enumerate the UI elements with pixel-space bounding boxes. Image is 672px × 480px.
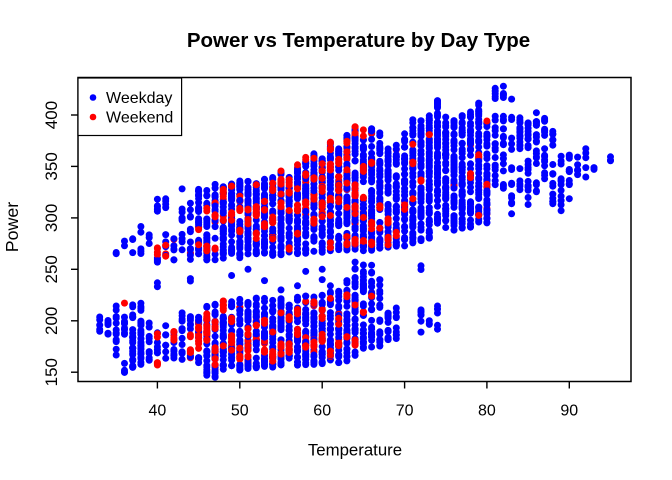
svg-text:200: 200 [42, 307, 61, 335]
svg-text:Weekend: Weekend [106, 110, 173, 127]
svg-text:90: 90 [560, 403, 578, 420]
svg-text:Power vs Temperature by Day Ty: Power vs Temperature by Day Type [187, 29, 530, 52]
svg-text:400: 400 [42, 101, 61, 129]
svg-text:350: 350 [42, 152, 61, 180]
svg-text:Temperature: Temperature [308, 441, 402, 460]
svg-text:80: 80 [478, 403, 496, 420]
svg-text:250: 250 [42, 255, 61, 283]
svg-text:150: 150 [42, 358, 61, 386]
svg-text:60: 60 [313, 403, 331, 420]
svg-text:40: 40 [149, 403, 167, 420]
svg-text:Weekday: Weekday [106, 90, 172, 107]
svg-text:50: 50 [231, 403, 249, 420]
svg-text:300: 300 [42, 204, 61, 232]
svg-text:Power: Power [2, 202, 22, 252]
svg-text:70: 70 [396, 403, 414, 420]
